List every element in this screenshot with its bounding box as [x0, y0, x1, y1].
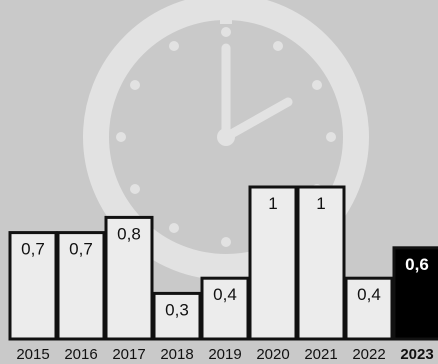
tick-label-2023: 2023	[400, 346, 433, 363]
bar-2018	[152, 291, 202, 341]
tick-label-2020: 2020	[256, 346, 289, 363]
value-label-2021: 1	[316, 194, 325, 213]
value-label-2015: 0,7	[21, 240, 45, 259]
tick-label-2022: 2022	[352, 346, 385, 363]
tick-label-2015: 2015	[16, 346, 49, 363]
tick-label-2016: 2016	[64, 346, 97, 363]
value-label-2022: 0,4	[357, 285, 381, 304]
bar-2020	[248, 185, 298, 341]
value-label-2020: 1	[268, 194, 277, 213]
tick-label-2021: 2021	[304, 346, 337, 363]
bar-2017	[104, 215, 154, 341]
tick-label-2017: 2017	[112, 346, 145, 363]
tick-label-2018: 2018	[160, 346, 193, 363]
value-label-2023: 0,6	[405, 255, 429, 274]
bar-2022	[344, 276, 394, 341]
tick-label-2019: 2019	[208, 346, 241, 363]
bar-2015	[8, 231, 58, 341]
bar-2016	[56, 231, 106, 341]
value-label-2019: 0,4	[213, 285, 237, 304]
value-label-2018: 0,3	[165, 300, 189, 319]
value-label-2016: 0,7	[69, 240, 93, 259]
bar-2023	[392, 246, 438, 341]
bar-2019	[200, 276, 250, 341]
value-label-2017: 0,8	[117, 224, 141, 243]
bar-2021	[296, 185, 346, 341]
